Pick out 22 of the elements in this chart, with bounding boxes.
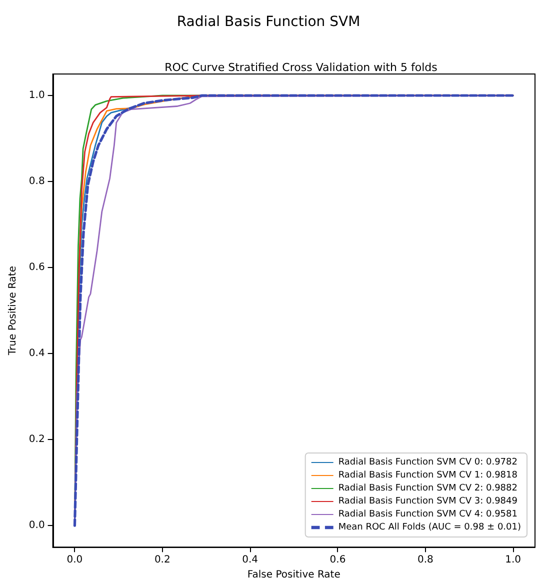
x-tick-label: 0.2 [154, 554, 170, 566]
legend-label: Radial Basis Function SVM CV 2: 0.9882 [338, 484, 518, 494]
y-tick-label: 0.8 [28, 176, 45, 188]
y-tick-label: 1.0 [28, 90, 45, 102]
y-axis-title: True Positive Rate [8, 266, 18, 356]
x-tick-label: 0.8 [417, 554, 434, 566]
legend-label: Mean ROC All Folds (AUC = 0.98 ± 0.01) [338, 522, 522, 532]
x-axis-title: False Positive Rate [247, 570, 340, 580]
x-tick-label: 0.0 [66, 554, 83, 566]
chart-title: Radial Basis Function SVM [176, 14, 360, 30]
x-tick-label: 1.0 [505, 554, 522, 566]
x-tick-label: 0.4 [242, 554, 258, 566]
legend-label: Radial Basis Function SVM CV 0: 0.9782 [338, 458, 518, 468]
y-tick-label: 0.2 [28, 434, 45, 446]
legend-label: Radial Basis Function SVM CV 4: 0.9581 [338, 510, 518, 520]
chart-subtitle: ROC Curve Stratified Cross Validation with 5 folds [164, 61, 438, 74]
legend-label: Radial Basis Function SVM CV 1: 0.9818 [338, 470, 518, 480]
x-tick-label: 0.6 [330, 554, 346, 566]
y-tick-label: 0.4 [28, 348, 45, 360]
y-tick-label: 0.0 [28, 520, 45, 532]
legend-label: Radial Basis Function SVM CV 3: 0.9849 [338, 496, 518, 506]
y-tick-label: 0.6 [28, 262, 45, 274]
